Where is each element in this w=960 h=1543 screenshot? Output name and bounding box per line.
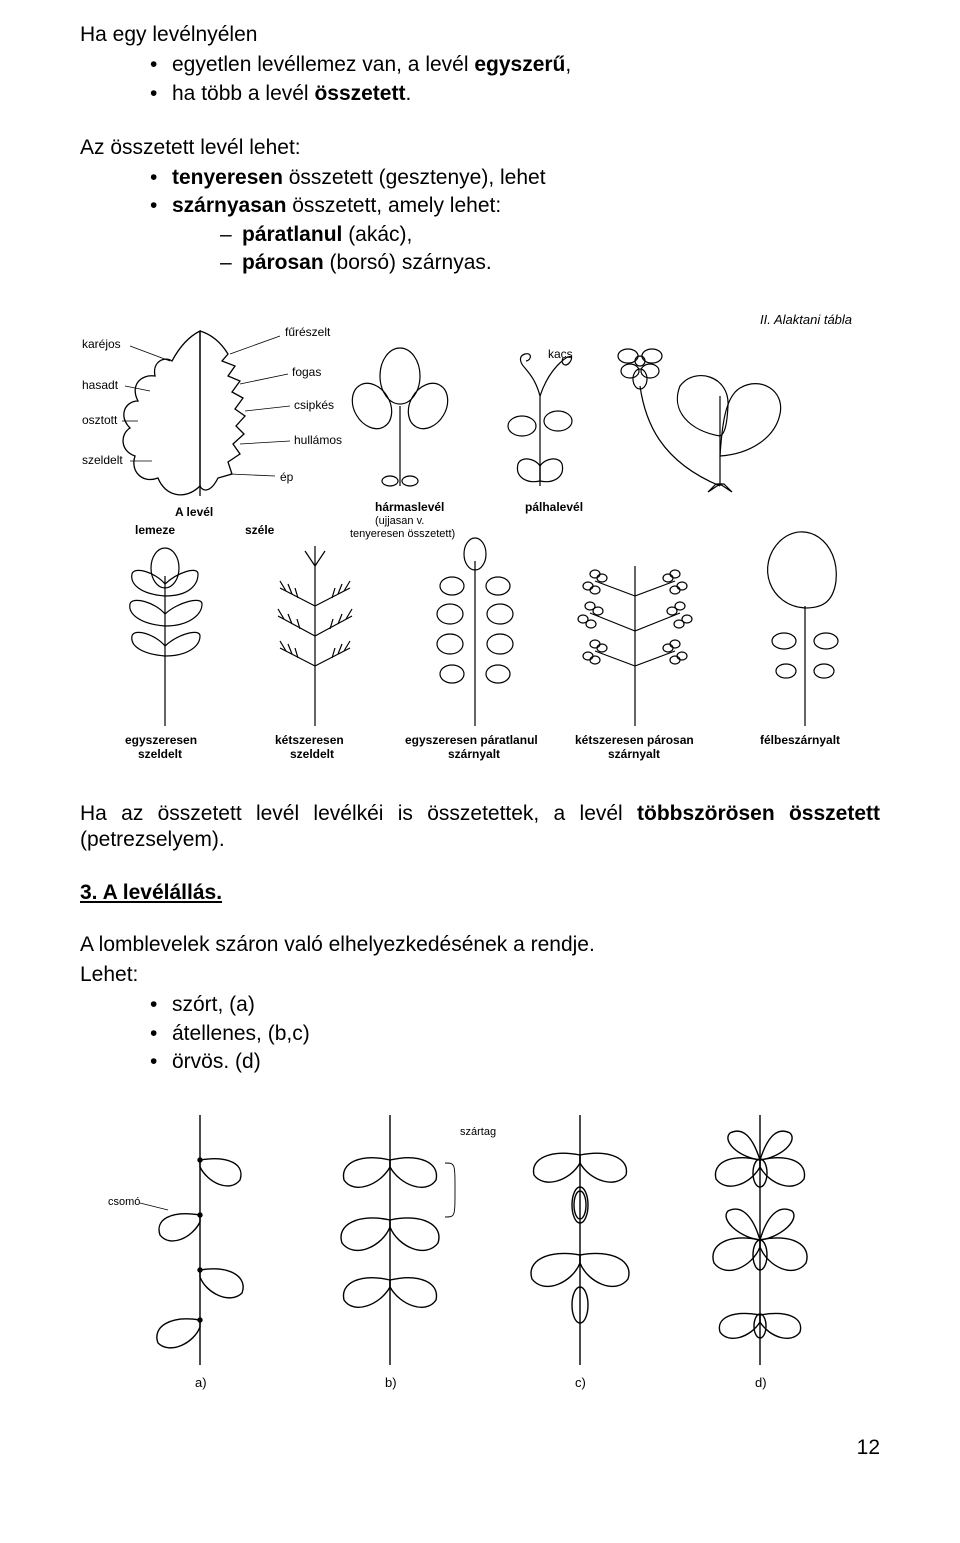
lbl-egy-szeldelt-1: egyszeresen (125, 733, 197, 747)
lbl-ket-szeldelt-1: kétszeresen (275, 733, 344, 747)
lbl-harmas-sub2: tenyeresen összetett) (350, 528, 455, 540)
bipinnate-icon (578, 566, 692, 726)
lyrate-icon (768, 532, 838, 726)
lbl-egy-paratlan-1: egyszeresen páratlanul (405, 733, 538, 747)
compound-bullets: tenyeresen összetett (gesztenye), lehet … (80, 165, 880, 276)
lbl-harmaslevel: hármaslevél (375, 500, 444, 514)
page-number: 12 (80, 1435, 880, 1461)
lbl-a-level: A levél (175, 505, 213, 519)
intro-b2-bold: összetett (314, 82, 405, 105)
violet-icon (618, 349, 781, 492)
compound-b2-text: összetett, amely lehet: (286, 194, 501, 217)
left-leaf-icon (122, 331, 290, 496)
bipinnatifid-icon (278, 546, 352, 726)
intro-bullet-1: egyetlen levéllemez van, a levél egyszer… (150, 52, 880, 78)
heading-3-text: 3. A levélállás. (80, 881, 222, 904)
lbl-csomo: csomó (108, 1196, 140, 1208)
compound-sub: páratlanul (akác), párosan (borsó) szárn… (172, 222, 880, 277)
para2-a: Ha az összetett levél levélkéi is összet… (80, 802, 637, 825)
lbl-karejos: karéjos (82, 337, 121, 351)
intro-b2-tail: . (405, 82, 411, 105)
compound-b1: tenyeresen összetett (gesztenye), lehet (150, 165, 880, 191)
intro-line1: Ha egy levélnyélen (80, 22, 880, 48)
intro-b1-tail: , (565, 53, 571, 76)
lbl-ep: ép (280, 470, 294, 484)
stem-decussate-icon (531, 1115, 629, 1365)
list3-a: szórt, (a) (150, 992, 880, 1018)
lbl-b: b) (385, 1375, 397, 1390)
compound-b1-text: összetett (gesztenye), lehet (283, 166, 546, 189)
compound-s1-text: (akác), (342, 223, 412, 246)
trifoliate-icon (344, 348, 455, 486)
lbl-harmas-sub1: (ujjasan v. (375, 515, 424, 527)
lbl-ket-paros-1: kétszeresen párosan (575, 733, 694, 747)
para-multiple-compound: Ha az összetett levél levélkéi is összet… (80, 801, 880, 854)
para2-b: többszörösen összetett (637, 802, 880, 825)
lbl-fogas: fogas (292, 365, 321, 379)
intro-b1-bold: egyszerű (474, 53, 565, 76)
intro-bullets: egyetlen levéllemez van, a levél egyszer… (80, 52, 880, 107)
compound-s2-text: (borsó) szárnyas. (324, 251, 492, 274)
fig1-title: II. Alaktani tábla (760, 312, 852, 327)
pea-plant-icon (508, 354, 572, 486)
lbl-szele: széle (245, 523, 275, 537)
lbl-c: c) (575, 1375, 586, 1390)
intro-bullet-2: ha több a levél összetett. (150, 81, 880, 107)
compound-s2-bold: párosan (242, 251, 324, 274)
lbl-csipkes: csipkés (294, 398, 334, 412)
lbl-ket-szeldelt-2: szeldelt (290, 747, 334, 761)
lbl-d: d) (755, 1375, 767, 1390)
figure1-svg: II. Alaktani tábla karéjos hasadt osztot… (80, 306, 880, 761)
stem-alternate-icon (140, 1115, 243, 1365)
lbl-egy-szeldelt-2: szeldelt (138, 747, 182, 761)
intro-b1-text: egyetlen levéllemez van, a levél (172, 53, 474, 76)
heading-3: 3. A levélállás. (80, 880, 880, 906)
lbl-felbeszarnyalt: félbeszárnyalt (760, 733, 840, 747)
figure-phyllotaxis: csomó szártag a) b) c) d) (80, 1105, 880, 1395)
stem-whorled-icon (713, 1115, 807, 1365)
compound-b1-bold: tenyeresen (172, 166, 283, 189)
pinnatifid-icon (130, 548, 202, 726)
intro-b2-text: ha több a levél (172, 82, 314, 105)
lbl-szartag: szártag (460, 1126, 496, 1138)
figure2-svg: csomó szártag a) b) c) d) (80, 1105, 880, 1395)
lbl-ket-paros-2: szárnyalt (608, 747, 660, 761)
compound-s1-bold: páratlanul (242, 223, 342, 246)
lbl-lemeze: lemeze (135, 523, 175, 537)
lbl-a: a) (195, 1375, 207, 1390)
lbl-egy-paratlan-2: szárnyalt (448, 747, 500, 761)
compound-lead: Az összetett levél lehet: (80, 135, 880, 161)
compound-s2: párosan (borsó) szárnyas. (220, 250, 880, 276)
para3: A lomblevelek száron való elhelyezkedésé… (80, 932, 880, 958)
stem-opposite-icon (341, 1115, 455, 1365)
lbl-hasadt: hasadt (82, 378, 119, 392)
lbl-osztott: osztott (82, 413, 118, 427)
lbl-fureszelt: fűrészelt (285, 325, 331, 339)
lbl-hullamos: hullámos (294, 433, 342, 447)
para2-c: (petrezselyem). (80, 828, 225, 851)
list3: szórt, (a) átellenes, (b,c) örvös. (d) (80, 992, 880, 1075)
lbl-palhalevel: pálhalevél (525, 500, 583, 514)
list3-b: átellenes, (b,c) (150, 1021, 880, 1047)
lbl-szeldelt: szeldelt (82, 453, 123, 467)
lehet: Lehet: (80, 962, 880, 988)
compound-b2: szárnyasan összetett, amely lehet: párat… (150, 193, 880, 276)
compound-s1: páratlanul (akác), (220, 222, 880, 248)
lbl-kacs: kacs (548, 347, 573, 361)
imparipinnate-icon (437, 538, 513, 726)
figure-leaf-morphology: II. Alaktani tábla karéjos hasadt osztot… (80, 306, 880, 761)
list3-c: örvös. (d) (150, 1049, 880, 1075)
compound-b2-bold: szárnyasan (172, 194, 286, 217)
